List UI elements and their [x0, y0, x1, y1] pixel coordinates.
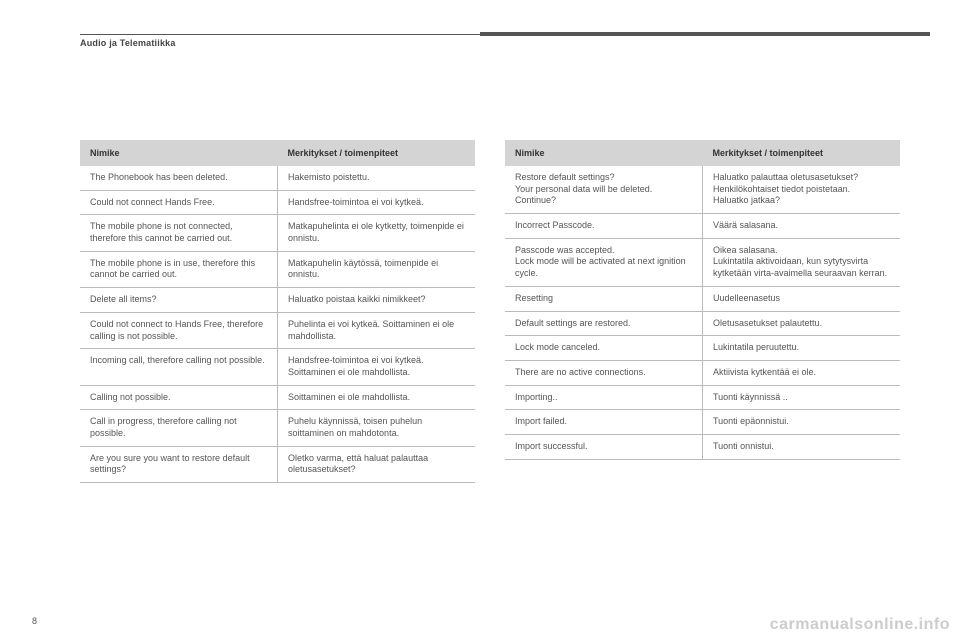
section-title: Audio ja Telematiikka	[80, 38, 176, 48]
table-cell: The mobile phone is not connected, there…	[80, 215, 278, 251]
table-row: Passcode was accepted.Lock mode will be …	[505, 238, 900, 286]
table-cell: Importing..	[505, 385, 703, 410]
header-rule	[80, 32, 930, 38]
table-cell: Aktiivista kytkentää ei ole.	[703, 360, 901, 385]
table-cell: Default settings are restored.	[505, 311, 703, 336]
table-row: Import failed.Tuonti epäonnistui.	[505, 410, 900, 435]
table-row: Default settings are restored.Oletusaset…	[505, 311, 900, 336]
right-table: Nimike Merkitykset / toimenpiteet Restor…	[505, 140, 900, 460]
table-cell: Haluatko palauttaa oletusasetukset?Henki…	[703, 166, 901, 214]
table-row: Lock mode canceled.Lukintatila peruutett…	[505, 336, 900, 361]
table-cell: There are no active connections.	[505, 360, 703, 385]
table-cell: Tuonti onnistui.	[703, 434, 901, 459]
table-row: The mobile phone is not connected, there…	[80, 215, 475, 251]
header-rule-thin	[80, 34, 480, 35]
table-cell: Väärä salasana.	[703, 214, 901, 239]
table-cell: Hakemisto poistettu.	[278, 166, 476, 190]
table-cell: Oikea salasana.Lukintatila aktivoidaan, …	[703, 238, 901, 286]
table-cell: Tuonti käynnissä ..	[703, 385, 901, 410]
header-rule-thick	[480, 32, 930, 36]
table-cell: Passcode was accepted.Lock mode will be …	[505, 238, 703, 286]
table-row: Could not connect to Hands Free, therefo…	[80, 312, 475, 348]
table-row: Incoming call, therefore calling not pos…	[80, 349, 475, 385]
table-row: Restore default settings?Your personal d…	[505, 166, 900, 214]
table-cell: Oletko varma, että haluat palauttaa olet…	[278, 446, 476, 482]
table-cell: Call in progress, therefore calling not …	[80, 410, 278, 446]
table-header-row: Nimike Merkitykset / toimenpiteet	[80, 140, 475, 166]
table-cell: Are you sure you want to restore default…	[80, 446, 278, 482]
table-cell: Uudelleenasetus	[703, 286, 901, 311]
table-row: Call in progress, therefore calling not …	[80, 410, 475, 446]
table-cell: Matkapuhelinta ei ole kytketty, toimenpi…	[278, 215, 476, 251]
table-cell: Incorrect Passcode.	[505, 214, 703, 239]
table-row: Calling not possible.Soittaminen ei ole …	[80, 385, 475, 410]
table-cell: Delete all items?	[80, 288, 278, 313]
col-header-merkitykset: Merkitykset / toimenpiteet	[703, 140, 901, 166]
table-cell: Import failed.	[505, 410, 703, 435]
left-table: Nimike Merkitykset / toimenpiteet The Ph…	[80, 140, 475, 483]
table-cell: Soittaminen ei ole mahdollista.	[278, 385, 476, 410]
table-cell: Restore default settings?Your personal d…	[505, 166, 703, 214]
col-header-nimike: Nimike	[505, 140, 703, 166]
table-cell: Haluatko poistaa kaikki nimikkeet?	[278, 288, 476, 313]
col-header-nimike: Nimike	[80, 140, 278, 166]
right-column: Nimike Merkitykset / toimenpiteet Restor…	[505, 140, 900, 483]
page: Audio ja Telematiikka Nimike Merkitykset…	[0, 0, 960, 640]
table-cell: Oletusasetukset palautettu.	[703, 311, 901, 336]
left-column: Nimike Merkitykset / toimenpiteet The Ph…	[80, 140, 475, 483]
table-row: Import successful.Tuonti onnistui.	[505, 434, 900, 459]
table-row: Importing..Tuonti käynnissä ..	[505, 385, 900, 410]
table-cell: Puhelinta ei voi kytkeä. Soittaminen ei …	[278, 312, 476, 348]
table-cell: Handsfree-toimintoa ei voi kytkeä. Soitt…	[278, 349, 476, 385]
table-cell: Calling not possible.	[80, 385, 278, 410]
page-number: 8	[32, 616, 37, 626]
table-cell: Could not connect Hands Free.	[80, 190, 278, 215]
table-cell: Import successful.	[505, 434, 703, 459]
watermark: carmanualsonline.info	[770, 616, 950, 634]
table-row: The Phonebook has been deleted.Hakemisto…	[80, 166, 475, 190]
table-cell: Tuonti epäonnistui.	[703, 410, 901, 435]
table-row: ResettingUudelleenasetus	[505, 286, 900, 311]
table-header-row: Nimike Merkitykset / toimenpiteet	[505, 140, 900, 166]
table-cell: Matkapuhelin käytössä, toimenpide ei onn…	[278, 251, 476, 287]
table-row: The mobile phone is in use, therefore th…	[80, 251, 475, 287]
table-cell: Handsfree-toimintoa ei voi kytkeä.	[278, 190, 476, 215]
table-row: There are no active connections.Aktiivis…	[505, 360, 900, 385]
table-row: Could not connect Hands Free.Handsfree-t…	[80, 190, 475, 215]
table-cell: Lukintatila peruutettu.	[703, 336, 901, 361]
table-cell: Incoming call, therefore calling not pos…	[80, 349, 278, 385]
table-cell: Resetting	[505, 286, 703, 311]
table-cell: Puhelu käynnissä, toisen puhelun soittam…	[278, 410, 476, 446]
col-header-merkitykset: Merkitykset / toimenpiteet	[278, 140, 476, 166]
content-columns: Nimike Merkitykset / toimenpiteet The Ph…	[80, 140, 900, 483]
table-row: Incorrect Passcode.Väärä salasana.	[505, 214, 900, 239]
table-row: Are you sure you want to restore default…	[80, 446, 475, 482]
table-cell: The Phonebook has been deleted.	[80, 166, 278, 190]
table-cell: Lock mode canceled.	[505, 336, 703, 361]
table-cell: The mobile phone is in use, therefore th…	[80, 251, 278, 287]
table-cell: Could not connect to Hands Free, therefo…	[80, 312, 278, 348]
table-row: Delete all items?Haluatko poistaa kaikki…	[80, 288, 475, 313]
